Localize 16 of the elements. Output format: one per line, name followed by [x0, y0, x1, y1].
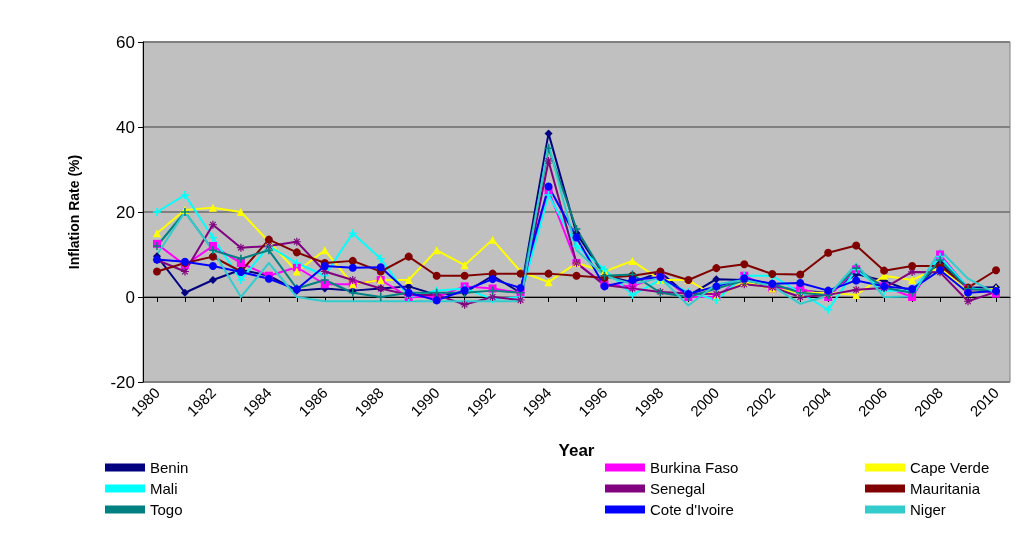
legend-label: Mauritania: [910, 480, 981, 497]
y-tick-label: 20: [116, 202, 135, 222]
x-axis-title: Year: [558, 441, 595, 460]
y-tick-label: 60: [116, 32, 135, 52]
legend-label: Mali: [150, 480, 178, 497]
legend-label: Senegal: [650, 480, 706, 497]
y-axis-title: Inflation Rate (%): [66, 154, 82, 270]
y-tick-label: 40: [116, 117, 135, 137]
legend-label: Burkina Faso: [650, 459, 739, 476]
legend-label: Cape Verde: [910, 459, 990, 476]
legend-label: Togo: [150, 501, 183, 518]
y-tick-label: -20: [110, 372, 135, 392]
legend-label: Cote d'Ivoire: [650, 501, 734, 518]
legend-label: Niger: [910, 501, 946, 518]
legend-label: Benin: [150, 459, 189, 476]
y-tick-label: 0: [125, 287, 135, 307]
